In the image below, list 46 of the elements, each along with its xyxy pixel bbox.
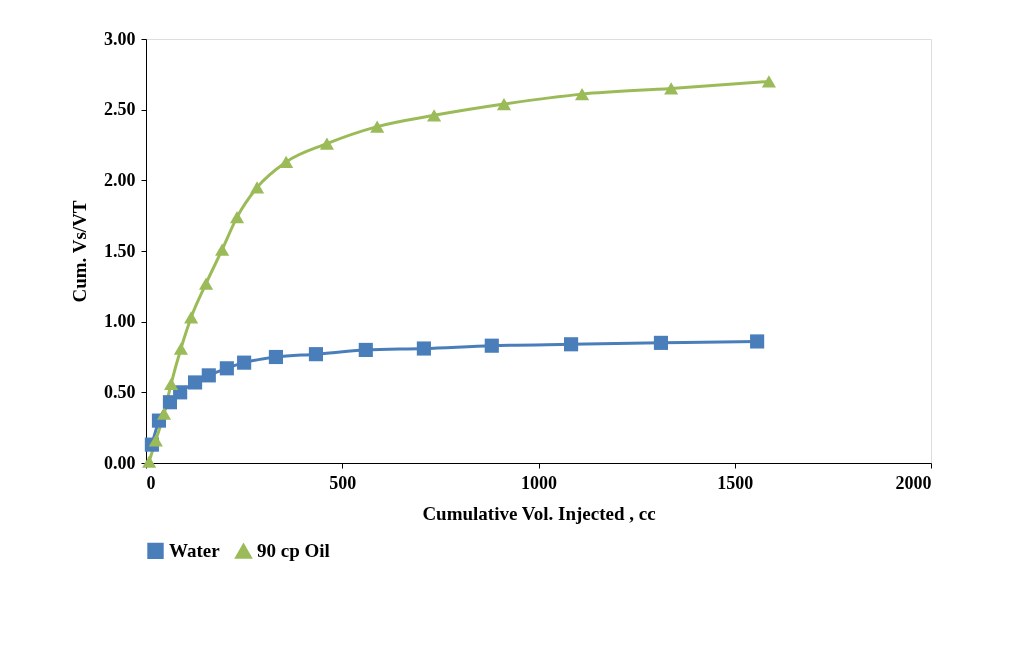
point (198, 277, 214, 290)
y-axis-title: Cum. Vs/VT (69, 200, 90, 303)
point (750, 334, 765, 349)
point (148, 434, 163, 447)
point (268, 349, 283, 365)
y-tick-label: 1.00 (104, 311, 136, 332)
point (237, 355, 252, 370)
point (201, 368, 216, 383)
point (427, 109, 442, 122)
point (308, 347, 324, 362)
point (250, 181, 265, 194)
point (184, 311, 199, 324)
point (219, 361, 234, 376)
point (319, 137, 335, 150)
y-tick-label: 2.00 (104, 169, 136, 190)
y-tick-label: 1.50 (104, 240, 136, 261)
point (370, 120, 385, 133)
point (229, 210, 245, 224)
point (564, 337, 579, 352)
point (156, 407, 172, 420)
x-tick-label: 0 (146, 472, 156, 493)
point (187, 375, 203, 390)
x-axis-title: Cumulative Vol. Injected , cc (422, 502, 656, 524)
point (416, 341, 431, 356)
point (496, 97, 512, 111)
point (653, 335, 669, 350)
legend-label: Water (169, 539, 221, 561)
point (279, 155, 294, 169)
point (164, 377, 179, 390)
x-tick-label: 1500 (717, 472, 754, 493)
point (575, 88, 590, 101)
legend-label: 90 cp Oil (257, 540, 330, 562)
y-tick-label: 2.50 (104, 99, 136, 120)
y-tick-label: 0.50 (104, 381, 136, 402)
point (173, 342, 188, 355)
point (761, 75, 776, 88)
point (484, 338, 499, 353)
x-tick-label: 500 (329, 472, 357, 493)
y-tick-label: 3.00 (104, 28, 136, 49)
x-tick-label: 2000 (895, 472, 932, 493)
x-tick-label: 1000 (521, 472, 557, 493)
y-tick-label: 0.00 (104, 452, 136, 473)
point (358, 342, 373, 357)
point (215, 243, 230, 256)
point (142, 455, 157, 468)
point (664, 82, 679, 95)
